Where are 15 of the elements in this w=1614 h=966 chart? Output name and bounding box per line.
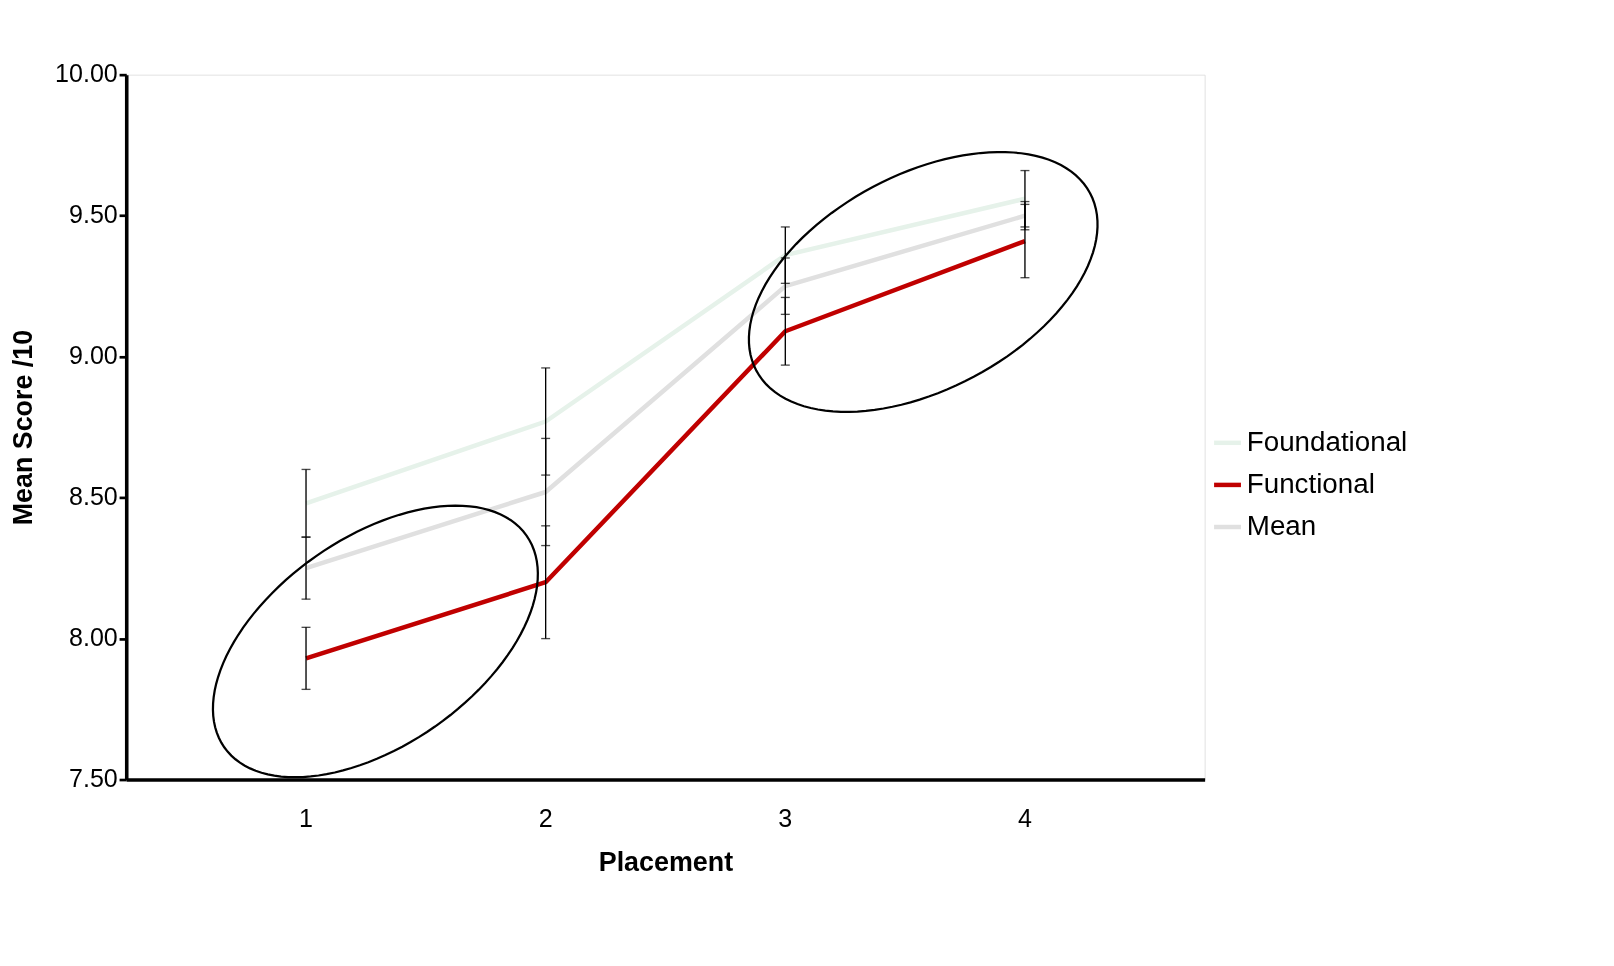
x-tick-label: 2 bbox=[538, 803, 553, 832]
y-tick-label: 9.50 bbox=[69, 200, 118, 229]
y-axis-title: Mean Score /10 bbox=[7, 329, 38, 526]
legend-label: Functional bbox=[1246, 467, 1375, 499]
y-tick-label: 9.00 bbox=[69, 341, 118, 370]
legend-label: Mean bbox=[1246, 510, 1317, 542]
y-tick-label: 8.50 bbox=[69, 482, 118, 511]
legend-label: Foundational bbox=[1246, 425, 1408, 457]
y-tick-label: 8.00 bbox=[69, 623, 118, 652]
x-tick-label: 3 bbox=[778, 803, 793, 832]
x-tick-label: 1 bbox=[299, 803, 313, 832]
x-tick-label: 4 bbox=[1017, 803, 1032, 832]
y-tick-label: 10.00 bbox=[55, 59, 118, 88]
y-tick-label: 7.50 bbox=[69, 764, 118, 793]
x-axis-title: Placement bbox=[598, 847, 734, 878]
